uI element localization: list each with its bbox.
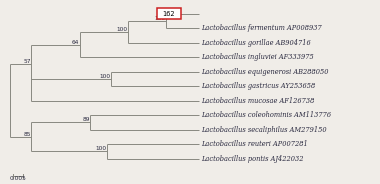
Text: 85: 85 [23,132,31,137]
Text: Lactobacillus reuteri AP007281: Lactobacillus reuteri AP007281 [201,140,308,148]
Text: 0.005: 0.005 [10,176,26,181]
Text: 100: 100 [154,16,165,21]
Text: Lactobacillus gorillae AB904716: Lactobacillus gorillae AB904716 [201,39,311,47]
Text: Lactobacillus mucosae AF126738: Lactobacillus mucosae AF126738 [201,97,315,105]
Text: 89: 89 [82,117,90,123]
Text: Lactobacillus secaliphilus AM279150: Lactobacillus secaliphilus AM279150 [201,126,327,134]
Text: Lactobacillus pontis AJ422032: Lactobacillus pontis AJ422032 [201,155,304,163]
Text: 162: 162 [163,11,175,17]
Text: 100: 100 [116,27,127,32]
FancyBboxPatch shape [157,8,180,19]
Text: 64: 64 [72,40,79,45]
Text: Lactobacillus fermentum AP008937: Lactobacillus fermentum AP008937 [201,24,322,32]
Text: 100: 100 [100,74,111,79]
Text: 100: 100 [95,146,106,151]
Text: Lactobacillus gastricus AY253658: Lactobacillus gastricus AY253658 [201,82,316,90]
Text: 57: 57 [23,59,31,64]
Text: Lactobacillus coleohominis AM113776: Lactobacillus coleohominis AM113776 [201,111,332,119]
Text: Lactobacillus equigenerosi AB288050: Lactobacillus equigenerosi AB288050 [201,68,329,76]
Text: Lactobacillus ingluviei AF333975: Lactobacillus ingluviei AF333975 [201,53,314,61]
